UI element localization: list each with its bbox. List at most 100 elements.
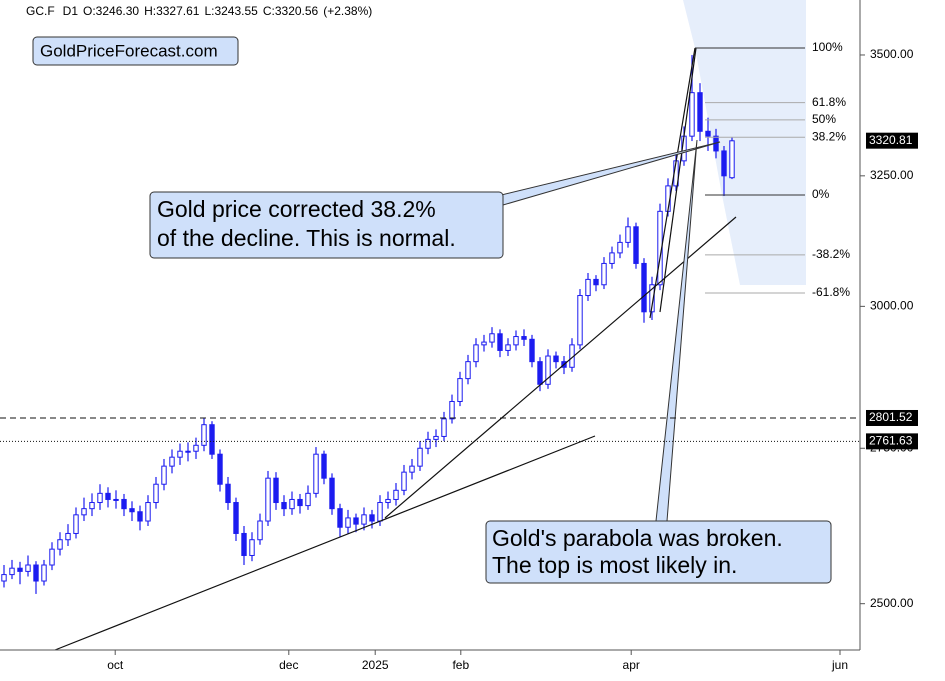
candle-body [305,492,311,507]
candle-body [49,548,55,566]
candle-body [449,400,455,420]
candle-body [689,92,695,137]
y-tick-label: 3250.00 [870,168,914,182]
candle-body [57,539,63,550]
candle-body [113,498,119,501]
candle-body [593,278,599,286]
candle-body [329,477,335,510]
trend-lines [54,47,737,651]
candle-body [73,514,79,534]
candle-body [297,498,303,507]
watermark-box [32,36,239,66]
candle-body [41,564,47,582]
candle-body [121,498,127,510]
candle-body [489,333,495,343]
candle-body [249,539,255,556]
price-label-box [866,433,918,450]
candle-body [705,130,711,137]
fib-label: 50% [812,112,836,126]
candle-body [233,502,239,534]
candle-body [585,278,591,297]
candle-body [257,520,263,541]
candle-body [409,465,415,473]
trend-line [54,435,596,651]
candle-body [697,92,703,132]
candle-body [345,517,351,528]
fib-label: 61.8% [812,95,846,109]
candle-body [369,514,375,522]
candle-body [145,502,151,522]
y-tick-label: 2500.00 [870,596,914,610]
candle-body [137,511,143,522]
fib-label: -61.8% [812,285,850,299]
annotation-line: Gold's parabola was broken. [492,525,783,551]
candle-body [193,444,199,452]
candle-body [153,483,159,504]
candle-body [553,355,559,363]
candle-body [353,517,359,525]
candle-body [649,284,655,313]
fib-label: 100% [812,40,843,54]
candle-body [617,241,623,254]
price-label: 2761.63 [869,434,913,448]
candle-body [217,453,223,485]
candle-body [225,483,231,504]
trend-line [659,47,697,313]
candle-body [529,338,535,363]
y-tick-label: 3000.00 [870,299,914,313]
candle-body [545,355,551,385]
candle-body [441,418,447,437]
candle-body [729,140,735,179]
price-marker-label: 3320.81 [869,133,913,147]
plot-area [1,54,735,594]
candle-body [1,574,7,582]
fib-label: -38.2% [812,247,850,261]
header-item: C:3320.56 [263,4,319,18]
candle-body [201,424,207,446]
candle-body [105,492,111,500]
candle-body [9,567,15,576]
candle-body [401,471,407,491]
candle-body [129,508,135,513]
candle-body [521,336,527,340]
price-label-box [866,409,918,426]
candle-body [465,361,471,380]
candle-body [161,465,167,485]
candle-body [505,344,511,351]
header: GC.F D1 O:3246.30 H:3327.61 L:3243.55 C:3320.… [26,4,372,18]
fib-label: 38.2% [812,129,846,143]
header-item: H:3327.61 [144,4,200,18]
candle-body [81,508,87,516]
watermark: GoldPriceForecast.com [40,41,218,60]
candle-body [601,262,607,286]
candle-body [625,226,631,243]
annotation-line: Gold price corrected 38.2% [157,196,436,222]
candle-body [425,438,431,449]
candle-body [241,532,247,556]
candle-body [97,492,103,504]
candle-body [537,361,543,385]
x-tick-label: feb [452,658,469,672]
y-tick-label: 3500.00 [870,47,914,61]
candle-body [577,295,583,346]
candle-body [377,502,383,522]
candle-body [169,456,175,467]
candle-body [417,447,423,467]
callout-pointer [655,139,698,522]
candle-body [25,564,31,572]
candle-body [281,502,287,510]
candle-body [313,453,319,494]
candle-body [17,567,23,572]
candle-body [473,344,479,363]
header-item: (+2.38%) [323,4,372,18]
candle-body [361,514,367,525]
price-label: 2801.52 [869,410,913,424]
candle-body [609,252,615,264]
candle-body [497,333,503,351]
projection-zone [683,0,806,285]
fib-label: 0% [812,187,830,201]
header-item: O:3246.30 [83,4,139,18]
candle-body [177,450,183,458]
candle-body [89,502,95,510]
